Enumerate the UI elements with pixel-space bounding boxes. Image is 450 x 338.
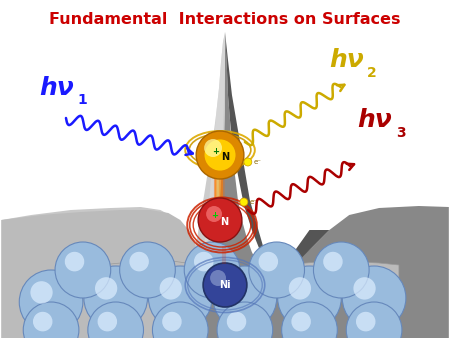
Circle shape: [33, 312, 53, 331]
Circle shape: [213, 266, 277, 330]
Circle shape: [84, 266, 148, 330]
Text: Ni: Ni: [219, 280, 231, 290]
Text: 3: 3: [396, 126, 405, 140]
Circle shape: [130, 252, 149, 271]
Circle shape: [206, 206, 222, 222]
Circle shape: [282, 302, 338, 338]
Circle shape: [148, 266, 212, 330]
Circle shape: [194, 252, 213, 271]
Circle shape: [95, 277, 117, 299]
Circle shape: [278, 266, 341, 330]
Circle shape: [65, 252, 84, 271]
Circle shape: [19, 270, 83, 334]
Circle shape: [31, 281, 53, 304]
Circle shape: [289, 277, 311, 299]
Circle shape: [356, 312, 375, 331]
Text: +: +: [212, 211, 219, 219]
Circle shape: [346, 302, 402, 338]
Circle shape: [259, 252, 278, 271]
Circle shape: [217, 302, 273, 338]
Polygon shape: [225, 32, 329, 270]
Circle shape: [203, 263, 247, 307]
Circle shape: [120, 242, 176, 298]
Text: N: N: [221, 152, 229, 162]
Circle shape: [160, 277, 182, 299]
Polygon shape: [101, 260, 399, 286]
Circle shape: [204, 139, 222, 157]
Circle shape: [342, 266, 406, 330]
Circle shape: [205, 139, 235, 171]
Circle shape: [323, 252, 343, 271]
Circle shape: [314, 242, 369, 298]
Text: 1: 1: [78, 93, 88, 107]
Polygon shape: [192, 32, 225, 260]
Circle shape: [198, 198, 242, 242]
Circle shape: [184, 242, 240, 298]
Circle shape: [162, 312, 182, 331]
Polygon shape: [1, 210, 200, 338]
Circle shape: [98, 312, 117, 331]
Circle shape: [292, 312, 311, 331]
Text: hν: hν: [329, 48, 364, 72]
Circle shape: [224, 277, 247, 299]
Text: e⁻: e⁻: [250, 199, 258, 205]
Text: 2: 2: [367, 66, 377, 80]
Circle shape: [240, 198, 248, 206]
Polygon shape: [200, 207, 449, 338]
Circle shape: [153, 302, 208, 338]
Circle shape: [88, 302, 144, 338]
Circle shape: [227, 312, 246, 331]
Text: N: N: [220, 217, 228, 227]
Text: hν: hν: [357, 108, 392, 132]
Polygon shape: [1, 207, 200, 338]
Circle shape: [249, 242, 305, 298]
Circle shape: [353, 277, 376, 299]
Circle shape: [244, 158, 252, 166]
Text: +: +: [212, 146, 220, 155]
Circle shape: [55, 242, 111, 298]
Text: Fundamental  Interactions on Surfaces: Fundamental Interactions on Surfaces: [49, 12, 401, 27]
Text: e⁻: e⁻: [254, 159, 262, 165]
Circle shape: [196, 131, 244, 179]
Text: hν: hν: [39, 76, 74, 100]
Polygon shape: [204, 35, 225, 244]
Polygon shape: [200, 32, 449, 338]
Circle shape: [23, 302, 79, 338]
Circle shape: [210, 270, 226, 286]
